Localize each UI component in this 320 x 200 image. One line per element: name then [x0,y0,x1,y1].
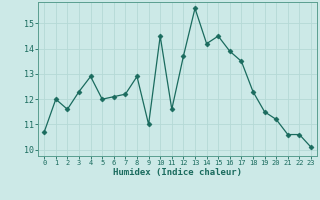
X-axis label: Humidex (Indice chaleur): Humidex (Indice chaleur) [113,168,242,177]
